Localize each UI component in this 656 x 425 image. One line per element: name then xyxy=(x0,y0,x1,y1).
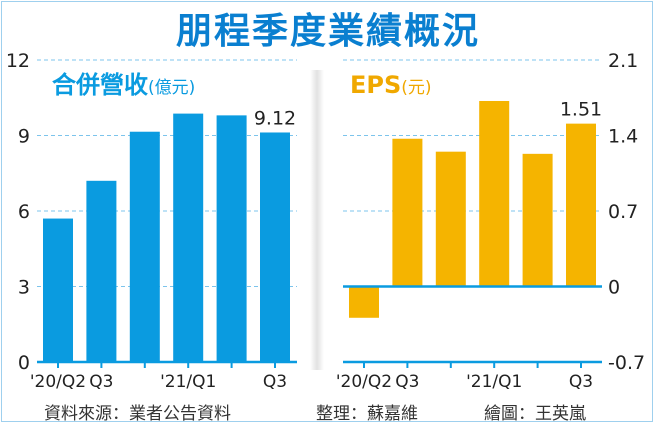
chart-unit: (億元) xyxy=(148,78,195,98)
bar-Q3 xyxy=(566,123,596,287)
bar-Q3 xyxy=(392,138,423,287)
y-tick-label: 2.1 xyxy=(608,50,638,72)
y-tick-label: 9 xyxy=(18,126,30,148)
x-tick-label: '20/Q2 xyxy=(30,372,86,392)
chart-title-text: 合併營收 xyxy=(52,71,148,99)
bar-'20/Q2 xyxy=(43,218,73,362)
bar-Q4 xyxy=(129,131,160,362)
x-tick-label: Q3 xyxy=(569,372,593,392)
y-tick-label: 0 xyxy=(18,352,30,374)
bar-'21/Q1 xyxy=(173,113,204,362)
chart-unit: (元) xyxy=(401,78,431,98)
chart-divider xyxy=(310,70,324,370)
y-tick-label: 0.7 xyxy=(608,201,638,223)
bar-Q2 xyxy=(216,115,247,362)
y-tick-label: 12 xyxy=(6,50,30,72)
illustrator-credit: 繪圖：王英嵐 xyxy=(484,404,586,424)
chart-title: 合併營收(億元) xyxy=(52,71,195,99)
editor-credit: 整理：蘇嘉維 xyxy=(316,404,418,424)
bar-Q3 xyxy=(260,132,290,362)
x-tick-label: '21/Q1 xyxy=(466,372,522,392)
data-label: 9.12 xyxy=(254,107,296,129)
source-note: 資料來源：業者公告資料 xyxy=(44,404,231,424)
y-tick-label: 3 xyxy=(18,277,30,299)
x-tick-label: '20/Q2 xyxy=(336,372,392,392)
x-tick-label: Q3 xyxy=(89,372,113,392)
bar-'20/Q2 xyxy=(349,286,379,318)
data-label: 1.51 xyxy=(560,99,602,121)
y-tick-label: 6 xyxy=(18,201,30,223)
page-title: 朋程季度業績概況 xyxy=(175,11,480,52)
chart-title: EPS(元) xyxy=(350,71,432,99)
y-tick-label: -0.7 xyxy=(608,352,645,374)
y-tick-label: 1.4 xyxy=(608,126,638,148)
x-tick-label: '21/Q1 xyxy=(160,372,216,392)
bar-Q4 xyxy=(435,151,466,287)
bar-Q2 xyxy=(522,153,553,287)
x-tick-label: Q3 xyxy=(263,372,287,392)
x-tick-label: Q3 xyxy=(395,372,419,392)
chart-title-text: EPS xyxy=(350,71,401,99)
y-tick-label: 0 xyxy=(608,277,620,299)
bar-Q3 xyxy=(86,180,117,362)
bar-'21/Q1 xyxy=(479,100,510,287)
